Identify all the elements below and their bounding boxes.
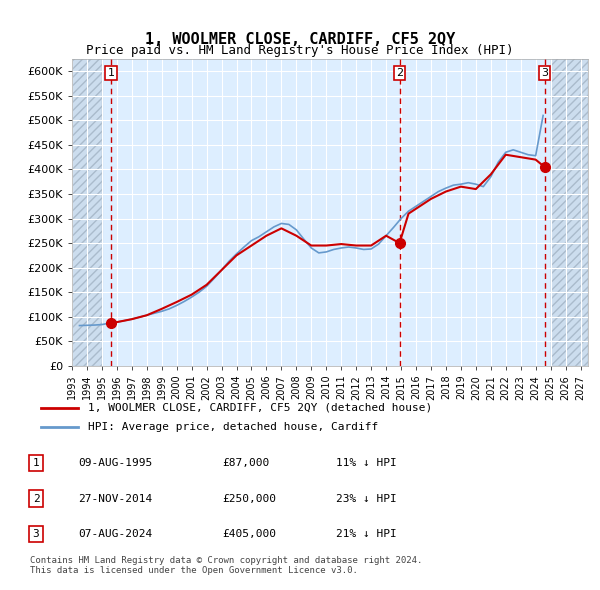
Bar xyxy=(551,59,588,366)
Text: 3: 3 xyxy=(541,68,548,78)
Text: £250,000: £250,000 xyxy=(222,494,276,503)
Text: HPI: Average price, detached house, Cardiff: HPI: Average price, detached house, Card… xyxy=(88,422,379,432)
Text: Contains HM Land Registry data © Crown copyright and database right 2024.
This d: Contains HM Land Registry data © Crown c… xyxy=(30,556,422,575)
Bar xyxy=(72,59,102,366)
Text: £87,000: £87,000 xyxy=(222,458,269,468)
Text: 2: 2 xyxy=(32,494,40,503)
Text: 21% ↓ HPI: 21% ↓ HPI xyxy=(336,529,397,539)
Text: 11% ↓ HPI: 11% ↓ HPI xyxy=(336,458,397,468)
Text: 1, WOOLMER CLOSE, CARDIFF, CF5 2QY (detached house): 1, WOOLMER CLOSE, CARDIFF, CF5 2QY (deta… xyxy=(88,403,433,412)
Text: 09-AUG-1995: 09-AUG-1995 xyxy=(78,458,152,468)
Text: 1: 1 xyxy=(32,458,40,468)
Text: Price paid vs. HM Land Registry's House Price Index (HPI): Price paid vs. HM Land Registry's House … xyxy=(86,44,514,57)
Text: 1, WOOLMER CLOSE, CARDIFF, CF5 2QY: 1, WOOLMER CLOSE, CARDIFF, CF5 2QY xyxy=(145,32,455,47)
Text: £405,000: £405,000 xyxy=(222,529,276,539)
Bar xyxy=(72,59,102,366)
Text: 2: 2 xyxy=(396,68,403,78)
Text: 07-AUG-2024: 07-AUG-2024 xyxy=(78,529,152,539)
Text: 1: 1 xyxy=(107,68,115,78)
Text: 23% ↓ HPI: 23% ↓ HPI xyxy=(336,494,397,503)
Text: 27-NOV-2014: 27-NOV-2014 xyxy=(78,494,152,503)
Text: 3: 3 xyxy=(32,529,40,539)
Bar xyxy=(551,59,588,366)
